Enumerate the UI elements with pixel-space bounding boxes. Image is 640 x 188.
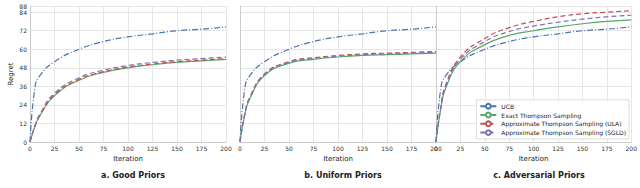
svg-text:200: 200	[626, 145, 638, 152]
svg-text:150: 150	[577, 145, 589, 152]
svg-text:50: 50	[285, 145, 293, 152]
svg-text:150: 150	[171, 145, 183, 152]
svg-text:Approximate Thompson Sampling: Approximate Thompson Sampling (SGLD)	[501, 129, 626, 137]
svg-text:60: 60	[19, 46, 27, 53]
svg-text:50: 50	[481, 145, 489, 152]
svg-text:72: 72	[19, 27, 27, 34]
svg-text:0: 0	[28, 145, 32, 152]
svg-text:100: 100	[122, 145, 134, 152]
svg-text:100: 100	[332, 145, 344, 152]
svg-text:c. Adversarial Priors: c. Adversarial Priors	[493, 171, 585, 180]
svg-text:0: 0	[434, 145, 438, 152]
svg-text:75: 75	[310, 145, 318, 152]
svg-text:25: 25	[51, 145, 59, 152]
svg-text:200: 200	[220, 145, 232, 152]
svg-text:125: 125	[147, 145, 159, 152]
svg-text:0: 0	[23, 139, 27, 146]
svg-text:0: 0	[238, 145, 242, 152]
svg-text:Iteration: Iteration	[113, 155, 143, 163]
svg-text:12: 12	[19, 120, 27, 127]
svg-text:25: 25	[261, 145, 269, 152]
svg-text:50: 50	[75, 145, 83, 152]
svg-text:175: 175	[406, 145, 418, 152]
svg-text:Exact Thompson Sampling: Exact Thompson Sampling	[501, 112, 581, 120]
svg-text:75: 75	[505, 145, 513, 152]
svg-text:100: 100	[528, 145, 540, 152]
svg-text:24: 24	[19, 101, 27, 108]
svg-text:48: 48	[19, 64, 27, 71]
svg-text:150: 150	[381, 145, 393, 152]
svg-text:Regret: Regret	[7, 62, 15, 85]
svg-text:125: 125	[552, 145, 564, 152]
svg-text:84: 84	[19, 9, 27, 16]
svg-text:88: 88	[19, 3, 27, 10]
svg-text:75: 75	[100, 145, 108, 152]
svg-text:175: 175	[196, 145, 208, 152]
svg-text:a. Good Priors: a. Good Priors	[101, 171, 165, 180]
svg-text:UCB: UCB	[501, 103, 514, 110]
svg-text:Iteration: Iteration	[323, 155, 353, 163]
svg-text:200: 200	[430, 145, 442, 152]
svg-text:25: 25	[457, 145, 465, 152]
svg-text:Approximate Thompson Sampling: Approximate Thompson Sampling (ULA)	[501, 120, 621, 128]
svg-text:b. Uniform Priors: b. Uniform Priors	[304, 171, 382, 180]
svg-text:175: 175	[601, 145, 613, 152]
svg-text:Iteration: Iteration	[519, 155, 549, 163]
svg-text:36: 36	[19, 83, 27, 90]
svg-text:125: 125	[357, 145, 369, 152]
